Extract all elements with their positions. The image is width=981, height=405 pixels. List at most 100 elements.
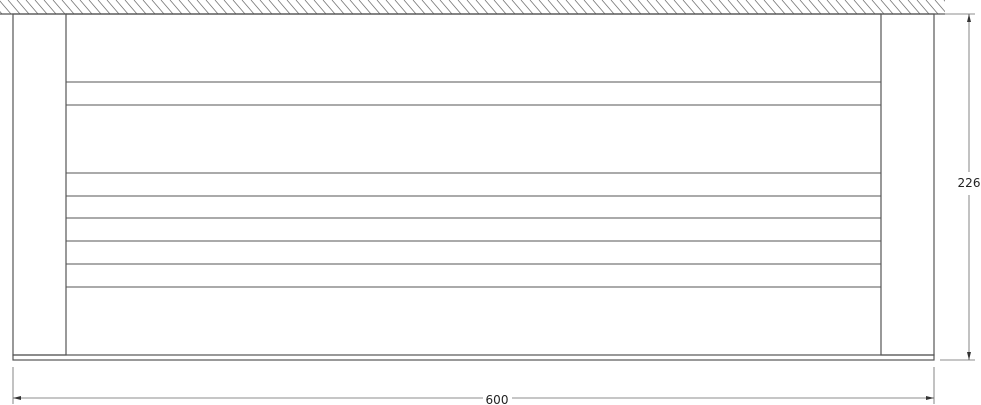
hatch-line bbox=[664, 0, 678, 14]
shelf-rails bbox=[66, 81, 881, 288]
hatch-line bbox=[115, 0, 129, 14]
hatch-line bbox=[295, 0, 309, 14]
hatch-line bbox=[124, 0, 138, 14]
hatch-line bbox=[637, 0, 651, 14]
height-dimension-label: 226 bbox=[958, 176, 981, 190]
hatch-line bbox=[673, 0, 687, 14]
bottom-plate bbox=[12, 354, 935, 361]
hatch-line bbox=[223, 0, 237, 14]
hatch-line bbox=[106, 0, 120, 14]
hatch-line bbox=[268, 0, 282, 14]
hatch-line bbox=[412, 0, 426, 14]
hatch-line bbox=[790, 0, 804, 14]
hatch-line bbox=[97, 0, 111, 14]
hatch-line bbox=[25, 0, 39, 14]
hatch-line bbox=[547, 0, 561, 14]
hatch-line bbox=[583, 0, 597, 14]
hatch-line bbox=[484, 0, 498, 14]
hatch-line bbox=[880, 0, 894, 14]
hatch-line bbox=[16, 0, 30, 14]
hatch-line bbox=[953, 0, 965, 14]
hatch-line bbox=[214, 0, 228, 14]
hatch-line bbox=[43, 0, 57, 14]
hatch-line bbox=[448, 0, 462, 14]
hatch-line bbox=[862, 0, 876, 14]
hatch-line bbox=[646, 0, 660, 14]
hatch-line bbox=[0, 0, 12, 14]
hatch-line bbox=[178, 0, 192, 14]
hatch-line bbox=[682, 0, 696, 14]
hatch-line bbox=[502, 0, 516, 14]
hatch-line bbox=[421, 0, 435, 14]
hatch-line bbox=[367, 0, 381, 14]
hatch-line bbox=[331, 0, 345, 14]
hatch-line bbox=[772, 0, 786, 14]
hatch-line bbox=[655, 0, 669, 14]
hatch-line bbox=[466, 0, 480, 14]
hatch-line bbox=[259, 0, 273, 14]
wall-hatching bbox=[0, 0, 965, 14]
hatch-line bbox=[349, 0, 363, 14]
hatch-line bbox=[610, 0, 624, 14]
hatch-line bbox=[322, 0, 336, 14]
hatch-line bbox=[574, 0, 588, 14]
hatch-line bbox=[286, 0, 300, 14]
hatch-line bbox=[835, 0, 849, 14]
hatch-line bbox=[619, 0, 633, 14]
hatch-line bbox=[250, 0, 264, 14]
hatch-line bbox=[394, 0, 408, 14]
hatch-line bbox=[817, 0, 831, 14]
hatch-line bbox=[529, 0, 543, 14]
hatch-line bbox=[754, 0, 768, 14]
hatch-line bbox=[844, 0, 858, 14]
width-dimension bbox=[12, 367, 935, 404]
hatch-line bbox=[727, 0, 741, 14]
hatch-line bbox=[403, 0, 417, 14]
hatch-line bbox=[781, 0, 795, 14]
hatch-line bbox=[205, 0, 219, 14]
hatch-line bbox=[592, 0, 606, 14]
hatch-line bbox=[889, 0, 903, 14]
hatch-line bbox=[700, 0, 714, 14]
hatch-line bbox=[934, 0, 945, 13]
hatch-line bbox=[853, 0, 867, 14]
hatch-line bbox=[898, 0, 912, 14]
hatch-line bbox=[385, 0, 399, 14]
right-bracket bbox=[880, 13, 935, 356]
hatch-line bbox=[79, 0, 93, 14]
hatch-line bbox=[232, 0, 246, 14]
hatch-line bbox=[601, 0, 615, 14]
hatch-line bbox=[709, 0, 723, 14]
hatch-line bbox=[943, 0, 945, 2]
hatch-line bbox=[34, 0, 48, 14]
hatch-line bbox=[313, 0, 327, 14]
hatch-line bbox=[142, 0, 156, 14]
hatch-line bbox=[628, 0, 642, 14]
hatch-line bbox=[718, 0, 732, 14]
hatch-line bbox=[736, 0, 750, 14]
hatch-line bbox=[52, 0, 66, 14]
shelf-frame bbox=[12, 13, 935, 361]
hatch-line bbox=[763, 0, 777, 14]
hatch-line bbox=[160, 0, 174, 14]
hatch-line bbox=[88, 0, 102, 14]
hatch-line bbox=[430, 0, 444, 14]
hatch-line bbox=[133, 0, 147, 14]
hatch-line bbox=[7, 0, 21, 14]
hatch-line bbox=[907, 0, 921, 14]
hatch-line bbox=[691, 0, 705, 14]
hatch-line bbox=[520, 0, 534, 14]
hatch-line bbox=[187, 0, 201, 14]
hatch-line bbox=[565, 0, 579, 14]
hatch-line bbox=[457, 0, 471, 14]
height-dimension bbox=[940, 13, 975, 361]
hatch-line bbox=[439, 0, 453, 14]
hatch-line bbox=[376, 0, 390, 14]
hatch-line bbox=[826, 0, 840, 14]
hatch-line bbox=[799, 0, 813, 14]
hatch-line bbox=[151, 0, 165, 14]
hatch-line bbox=[61, 0, 75, 14]
hatch-line bbox=[169, 0, 183, 14]
hatch-line bbox=[241, 0, 255, 14]
